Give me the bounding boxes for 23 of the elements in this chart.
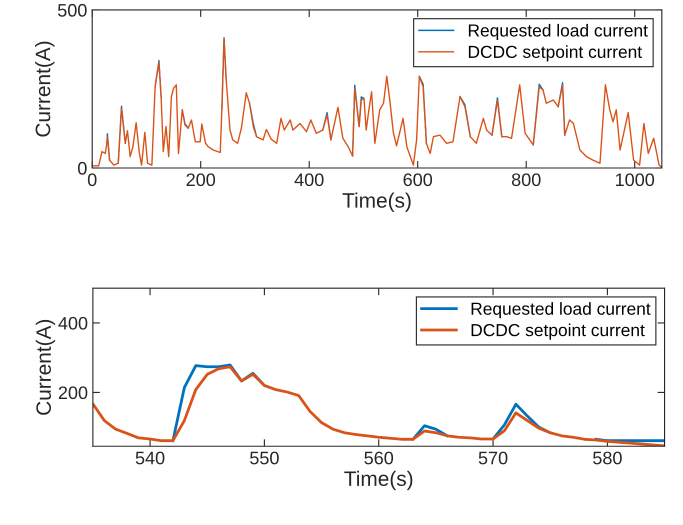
x-tick-label: 550 xyxy=(250,452,279,464)
y-axis-title: Current(A) xyxy=(35,42,54,137)
legend-label: DCDC setpoint current xyxy=(468,45,642,62)
y-tick-label: 200 xyxy=(58,386,88,400)
y-tick-label: 500 xyxy=(58,4,87,17)
x-axis-title: Time(s) xyxy=(342,192,411,212)
x-tick-label: 200 xyxy=(186,173,216,186)
legend-label: DCDC setpoint current xyxy=(472,324,645,340)
x-tick-label: 800 xyxy=(512,173,541,186)
y-axis-title: Current(A) xyxy=(36,320,56,415)
y-tick-label: 0 xyxy=(78,162,87,175)
x-tick-label: 400 xyxy=(294,173,324,186)
x-tick-label: 560 xyxy=(364,452,394,464)
legend-label: Requested load current xyxy=(472,302,651,318)
x-tick-label: 1000 xyxy=(616,173,654,186)
y-tick-label: 400 xyxy=(58,316,88,330)
x-tick-label: 540 xyxy=(136,452,164,464)
x-tick-label: 580 xyxy=(593,452,622,464)
legend-label: Requested load current xyxy=(468,24,648,40)
x-tick-label: 570 xyxy=(478,452,508,464)
x-tick-label: 0 xyxy=(88,173,97,186)
x-axis-title: Time(s) xyxy=(344,470,412,490)
x-tick-label: 600 xyxy=(404,173,432,186)
